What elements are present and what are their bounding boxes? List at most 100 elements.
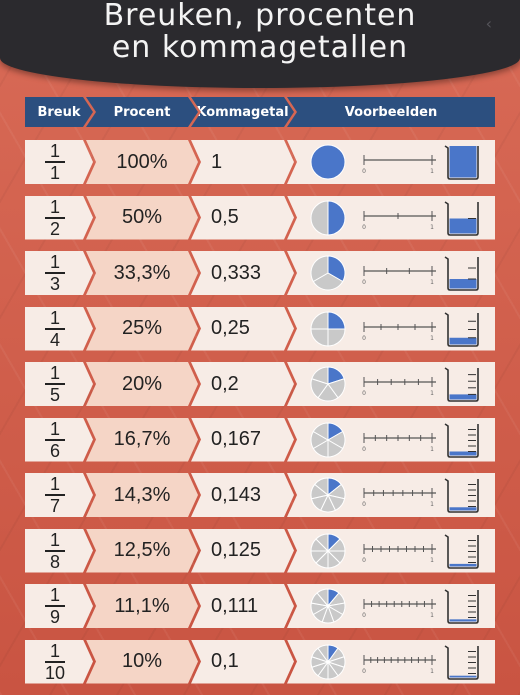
page-title-line-2: en kommagetallen bbox=[111, 30, 409, 65]
beaker-icon bbox=[444, 256, 479, 291]
fraction-bar bbox=[45, 494, 65, 496]
fraction-denominator: 7 bbox=[49, 496, 60, 516]
pie-chart-icon bbox=[310, 144, 346, 180]
page-title-line-1: Breuken, procenten bbox=[103, 0, 417, 33]
fraction-denominator: 3 bbox=[49, 274, 60, 294]
beaker-outline bbox=[444, 478, 479, 513]
decimal-cell: 0,25 bbox=[191, 307, 294, 351]
number-line-start-label: 0 bbox=[362, 279, 366, 286]
number-line-end-label: 1 bbox=[430, 668, 434, 675]
pie-slice-empty bbox=[327, 328, 346, 347]
fraction-cell: 1 10 bbox=[25, 640, 93, 684]
table-row: 1 6 16,7% 0,167 0 1 bbox=[0, 417, 520, 462]
fraction: 1 10 bbox=[45, 642, 65, 682]
beaker-icon bbox=[444, 478, 479, 513]
number-line-start-label: 0 bbox=[362, 446, 366, 453]
fraction-numerator: 1 bbox=[49, 418, 60, 439]
beaker-liquid bbox=[449, 218, 477, 233]
fraction-denominator: 5 bbox=[49, 385, 60, 405]
fraction-bar bbox=[45, 383, 65, 385]
fraction-bar bbox=[45, 272, 65, 274]
beaker-icon bbox=[444, 533, 479, 569]
beaker-outline bbox=[444, 422, 479, 458]
page-header: Breuken, procenten en kommagetallen ‹ bbox=[0, 0, 520, 88]
fraction-bar bbox=[45, 217, 65, 219]
percent-cell: 50% bbox=[86, 196, 198, 240]
table-row: 1 7 14,3% 0,143 0 1 bbox=[0, 473, 520, 517]
beaker-icon bbox=[444, 311, 479, 347]
beaker-liquid bbox=[449, 394, 477, 400]
beaker-outline bbox=[444, 589, 479, 624]
decimal-cell: 0,143 bbox=[191, 473, 294, 517]
pie-slice-filled bbox=[310, 144, 346, 180]
beaker-liquid bbox=[449, 450, 477, 455]
table-row: 1 5 20% 0,2 0 1 bbox=[0, 362, 520, 406]
pie-slice-filled bbox=[327, 199, 346, 236]
fraction-numerator: 1 bbox=[49, 585, 60, 605]
number-line-end-label: 1 bbox=[430, 279, 434, 286]
beaker-liquid bbox=[449, 507, 477, 511]
fraction-denominator: 9 bbox=[49, 607, 60, 627]
fraction-bar bbox=[45, 661, 65, 663]
pie-slice-empty bbox=[310, 255, 329, 283]
percent-cell: 25% bbox=[86, 307, 198, 351]
beaker-liquid bbox=[449, 675, 477, 677]
pie-chart-icon bbox=[310, 255, 346, 291]
percent-cell: 16,7% bbox=[86, 418, 198, 462]
decimal-cell: 0,125 bbox=[191, 529, 294, 573]
table-row: 1 3 33,3% 0,333 0 1 bbox=[0, 251, 520, 295]
pie-chart-icon bbox=[310, 532, 346, 569]
fraction-numerator: 1 bbox=[49, 363, 60, 383]
decimal-cell: 0,111 bbox=[191, 584, 294, 628]
number-line-start-label: 0 bbox=[362, 557, 366, 564]
fraction-denominator: 2 bbox=[49, 218, 60, 239]
decimal-cell: 0,167 bbox=[191, 418, 294, 462]
pie-chart-icon bbox=[310, 421, 346, 458]
pie-chart-icon bbox=[310, 643, 346, 680]
pie-slice-empty bbox=[311, 366, 329, 385]
pie-slice-empty bbox=[310, 199, 329, 236]
beaker-outline bbox=[444, 145, 479, 180]
number-line-start-label: 0 bbox=[362, 335, 366, 342]
number-line-start-label: 0 bbox=[362, 224, 366, 231]
table-row: 1 1 100% 1 0 1 bbox=[0, 140, 520, 184]
decimal-cell: 0,333 bbox=[191, 251, 294, 295]
decimal-cell: 0,5 bbox=[191, 196, 294, 240]
pie-slice-empty bbox=[310, 328, 329, 347]
pie-slice-empty bbox=[312, 272, 344, 291]
percent-cell: 14,3% bbox=[86, 473, 198, 517]
number-line-end-label: 1 bbox=[430, 224, 434, 231]
pie-slice-filled bbox=[327, 310, 346, 329]
pie-slice-empty bbox=[314, 477, 329, 497]
fraction-bar bbox=[45, 605, 65, 607]
table-row: 1 9 11,1% 0,111 0 1 bbox=[0, 584, 520, 628]
